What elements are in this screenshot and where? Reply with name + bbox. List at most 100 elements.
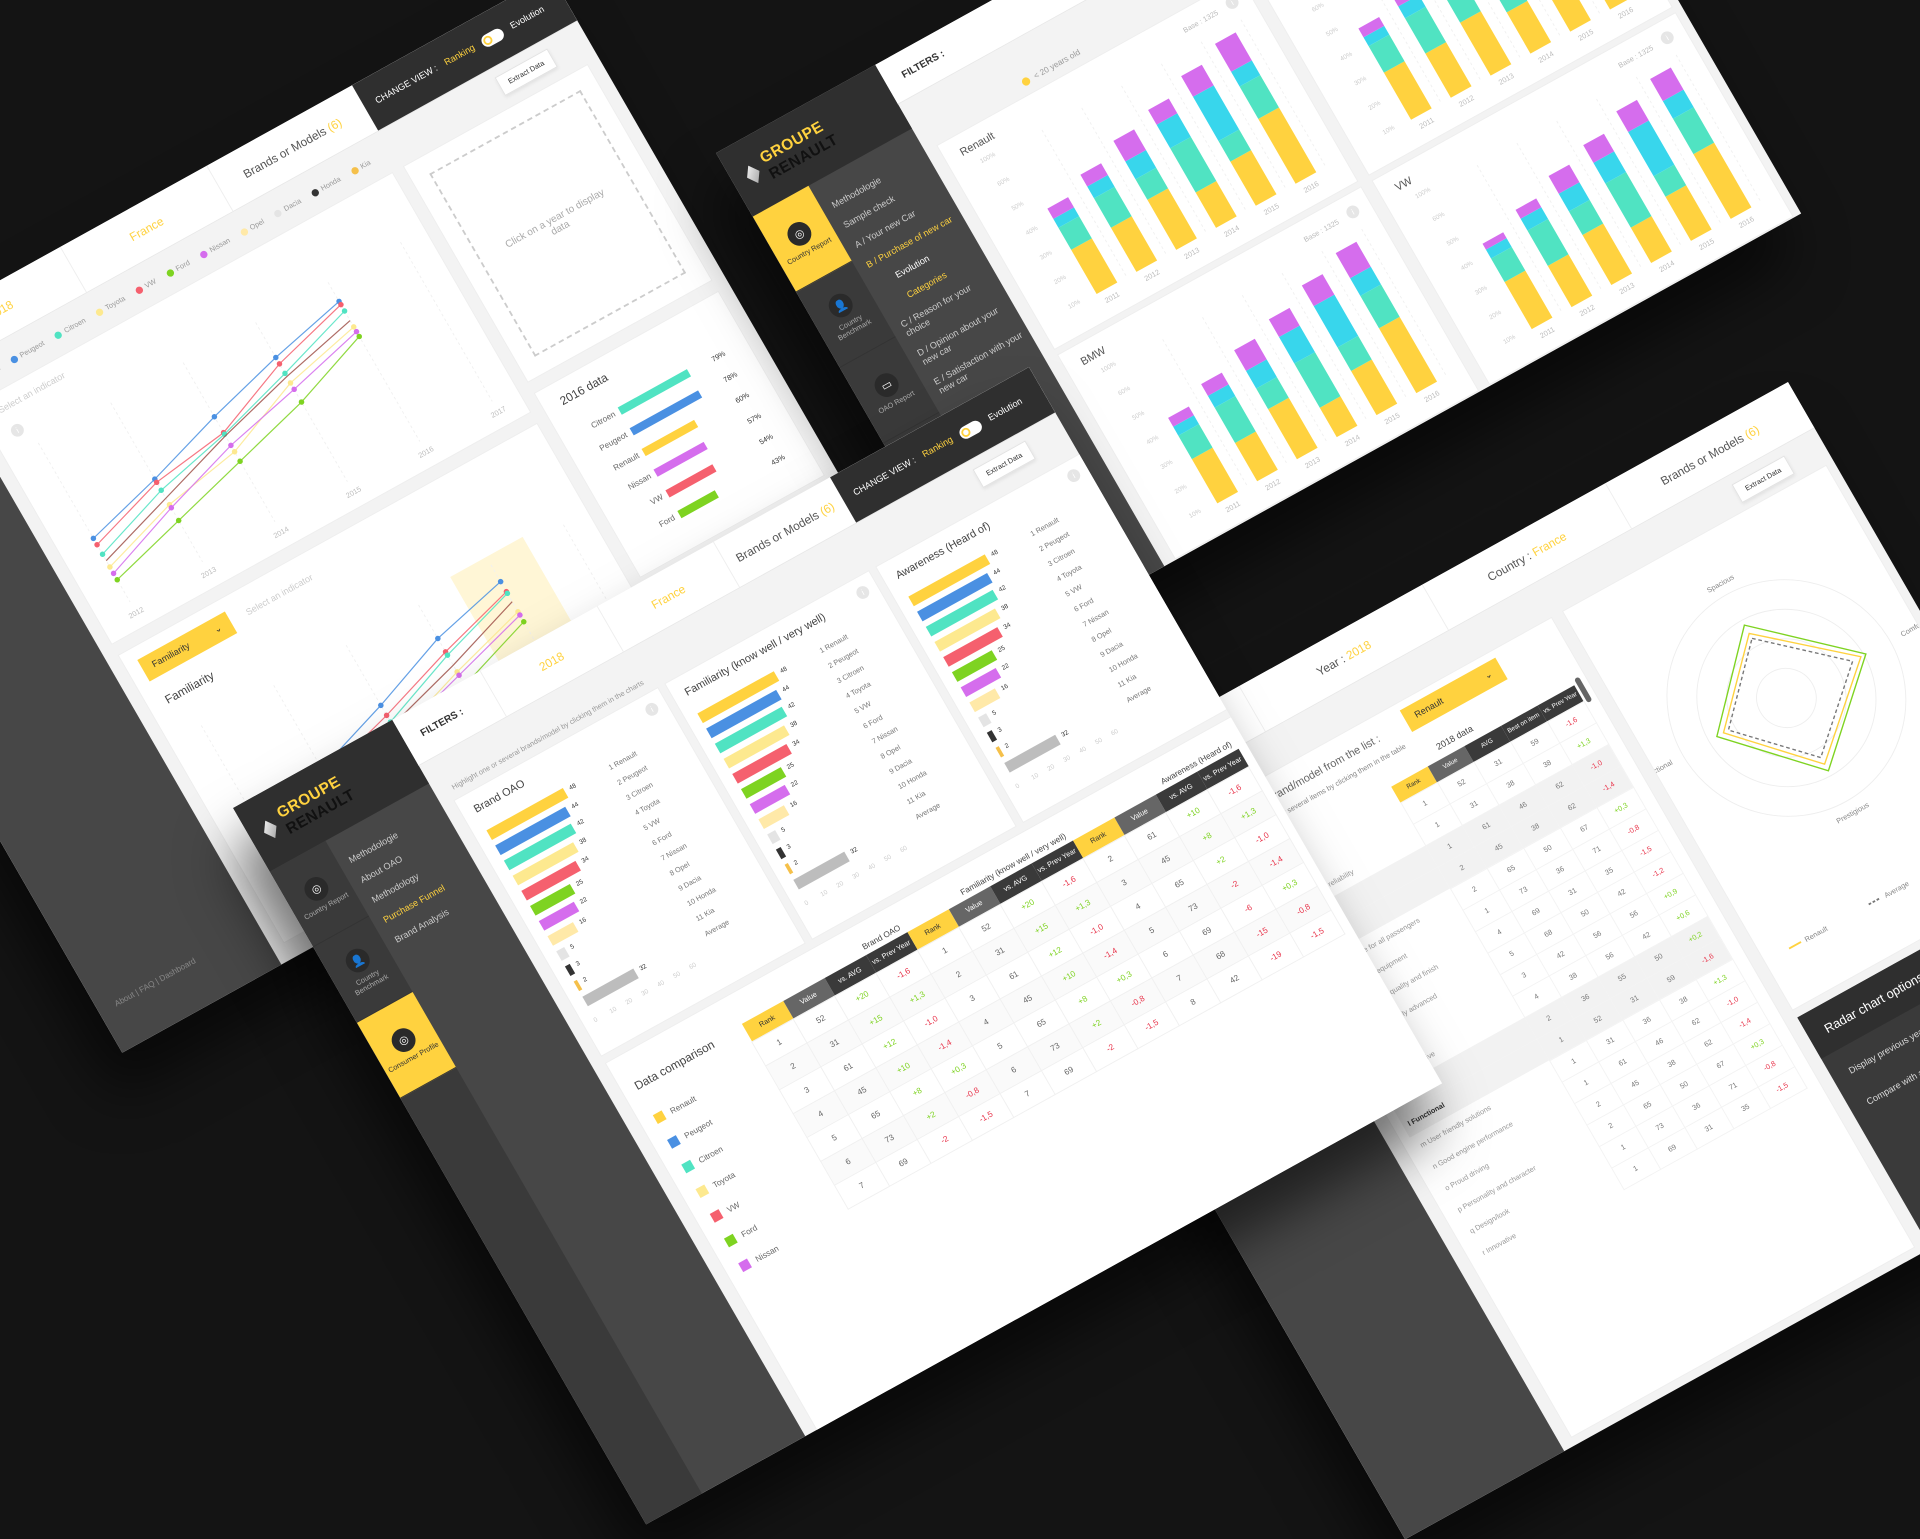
indicator-placeholder[interactable]: Select an indicator (244, 572, 315, 618)
ranking-item[interactable]: 9 Dacia (887, 756, 914, 776)
ranking-item[interactable]: 6 Ford (1072, 596, 1096, 614)
bar-value-label: 42 (575, 818, 586, 828)
data-point (110, 570, 117, 577)
indicator-dropdown[interactable]: Familiarity ⌄ (137, 611, 238, 682)
data-point (497, 578, 504, 585)
tab-country[interactable]: France (60, 166, 233, 293)
legend-item[interactable]: VW (133, 277, 158, 295)
row-label[interactable]: VW (709, 1199, 742, 1223)
ranking-item[interactable]: 8 Opel (879, 743, 902, 761)
bar-segment (1278, 325, 1315, 364)
legend-item[interactable]: Kia (349, 158, 372, 176)
legend-item[interactable]: Citroen (53, 316, 87, 340)
series-line-vw (96, 304, 342, 546)
ranking-item[interactable]: 11 Kia (694, 906, 717, 923)
data-point (228, 442, 234, 449)
year-data-value: 54% (757, 431, 775, 446)
radar-series-2 (1716, 624, 1867, 772)
legend-item[interactable]: Ford (164, 258, 191, 278)
brand-name: Toyota (710, 1169, 737, 1190)
ranking-item[interactable]: 3 Citroen (624, 780, 655, 803)
x-tick-label: 2012 (1578, 302, 1597, 318)
ranking-item[interactable]: 7 Nissan (1081, 607, 1111, 629)
legend-dot (53, 329, 64, 340)
bar-kia[interactable] (573, 979, 583, 992)
bar-kia[interactable] (995, 746, 1005, 758)
y-tick-label: 20% (1174, 483, 1189, 495)
legend-item[interactable]: Toyota (94, 294, 127, 317)
brand-dropdown[interactable]: Renault ⌄ (1399, 657, 1508, 733)
ranking-item[interactable]: 4 Toyota (1055, 562, 1084, 584)
bar-segment (1087, 175, 1115, 199)
x-tick-label: 60 (688, 961, 698, 971)
row-label[interactable]: Nissan (738, 1243, 780, 1273)
ranking-item[interactable]: 9 Dacia (676, 873, 703, 893)
legend-item[interactable]: Dacia (272, 197, 303, 218)
ranking-item[interactable]: 9 Dacia (1098, 639, 1125, 660)
bar-honda[interactable] (986, 730, 998, 743)
x-tick-label: 2012 (1263, 477, 1282, 493)
legend-item[interactable]: Renault (0, 364, 2, 389)
view-toggle[interactable] (957, 417, 985, 441)
bar-value-label: 5 (569, 943, 576, 951)
ranking-item[interactable]: 8 Opel (668, 860, 692, 878)
info-icon[interactable]: i (1064, 466, 1083, 485)
row-label[interactable]: Toyota (695, 1169, 737, 1199)
ranking-item[interactable]: Average (703, 917, 731, 939)
data-point (338, 301, 344, 308)
ranking-item[interactable]: 11 Kia (905, 789, 927, 807)
ranking-item[interactable]: Average (1124, 684, 1153, 705)
legend-item[interactable]: Honda (309, 175, 342, 198)
ranking-item[interactable]: 5 VW (852, 699, 873, 716)
legend-item[interactable]: Peugeot (8, 339, 46, 365)
ranking-item[interactable]: 4 Toyota (844, 679, 873, 701)
footer-links[interactable]: About | FAQ | Dashboard (112, 955, 198, 1009)
x-tick-label: 2013 (1303, 455, 1322, 471)
ranking-item[interactable]: 11 Kia (1116, 672, 1138, 690)
bar-dacia[interactable] (767, 830, 781, 845)
bar-honda[interactable] (564, 963, 576, 977)
legend-item[interactable]: Nissan (198, 236, 232, 260)
row-label[interactable]: Renault (652, 1093, 698, 1125)
bar-segment (1583, 133, 1615, 163)
gridline (1556, 120, 1643, 269)
ranking-item[interactable]: 10 Honda (1107, 651, 1140, 675)
row-label[interactable]: Citroen (681, 1143, 724, 1174)
bar-kia[interactable] (784, 863, 794, 875)
info-icon[interactable]: i (854, 583, 872, 602)
radar-ring (1666, 579, 1907, 817)
view-toggle[interactable] (479, 25, 507, 49)
ranking-item[interactable]: Average (913, 801, 942, 822)
x-tick-label: 40 (867, 862, 877, 872)
bar-value-label: 44 (781, 684, 791, 694)
radar-axis-label: Functional (1640, 758, 1674, 782)
bar-value-label: 32 (849, 846, 859, 856)
bar-value-label: 3 (996, 726, 1004, 734)
ranking-item[interactable]: 7 Nissan (870, 724, 900, 746)
ranking-item[interactable]: 3 Citroen (1046, 546, 1077, 569)
legend-item[interactable]: Opel (238, 217, 266, 237)
bar-segment (1207, 384, 1236, 408)
tab-brands[interactable]: Brands or Models (6) (206, 85, 379, 212)
indicator-select[interactable]: Select an indicator (0, 370, 68, 416)
ranking-item[interactable]: 3 Citroen (835, 663, 866, 686)
ranking-item[interactable]: 10 Honda (685, 885, 718, 908)
ranking-item[interactable]: 6 Ford (861, 713, 885, 731)
ranking-item[interactable]: 4 Toyota (633, 796, 662, 818)
ranking-item[interactable]: 5 VW (1063, 582, 1084, 599)
info-icon[interactable]: i (643, 700, 661, 718)
bar-segment (1616, 99, 1649, 132)
row-label[interactable]: Peugeot (667, 1117, 714, 1149)
gridline (1355, 0, 1442, 104)
ranking-item[interactable]: 7 Nissan (659, 841, 689, 863)
bar-dacia[interactable] (556, 946, 570, 961)
ranking-item[interactable]: 10 Honda (896, 768, 929, 792)
row-label[interactable]: Ford (723, 1222, 759, 1248)
ranking-item[interactable]: 5 VW (641, 816, 662, 833)
ranking-item[interactable]: 6 Ford (650, 830, 674, 848)
bar-value-label: 25 (786, 761, 796, 771)
bar-dacia[interactable] (978, 713, 992, 728)
legend-dot (272, 207, 284, 218)
ranking-item[interactable]: 8 Opel (1090, 626, 1113, 644)
bar-honda[interactable] (775, 846, 787, 860)
